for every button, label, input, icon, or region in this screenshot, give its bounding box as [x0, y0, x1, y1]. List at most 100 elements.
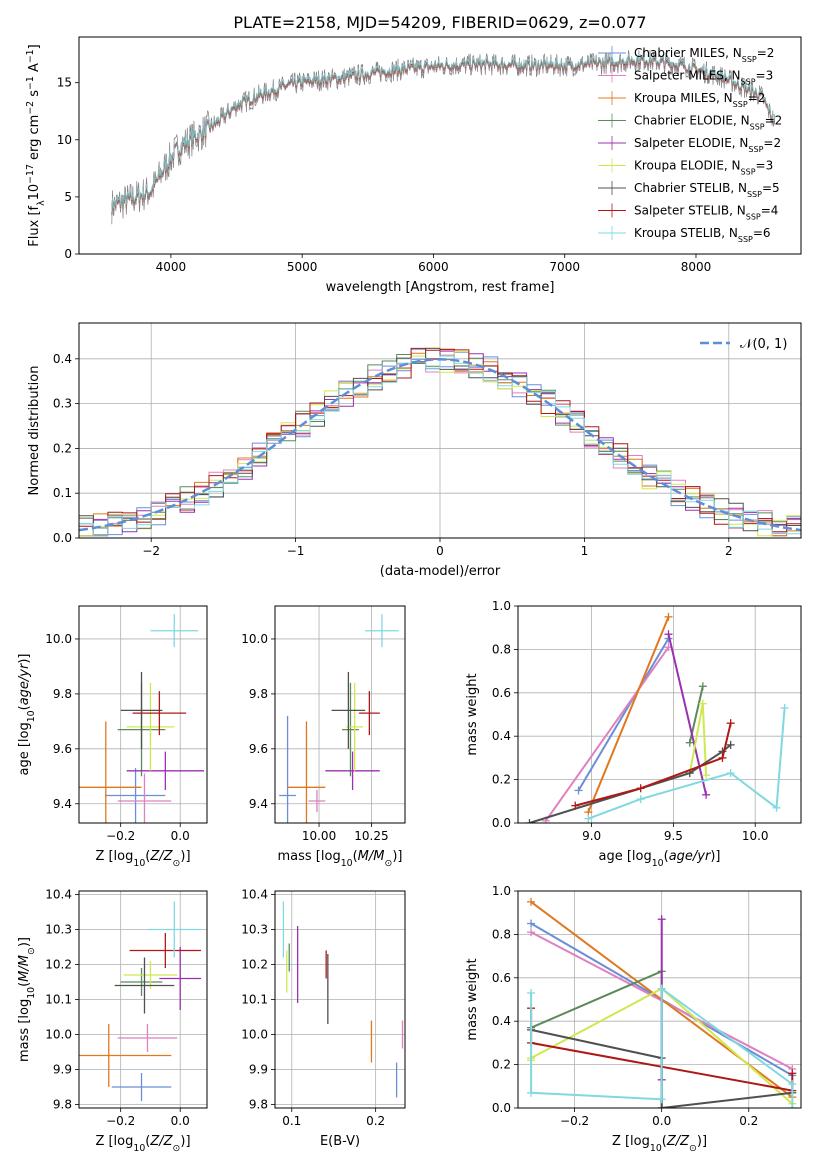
- x-axis-label: mass [log10(M/M⊙)]: [278, 849, 403, 869]
- y-tick-label: 10.0: [241, 1028, 268, 1042]
- legend-text: =3: [756, 69, 774, 83]
- y-axis-label: Normed distribution: [27, 366, 42, 496]
- x-axis-label: wavelength [Angstrom, rest frame]: [326, 280, 555, 295]
- legend-entry: Kroupa MILES, NSSP=2: [634, 91, 765, 109]
- label-part: M/M: [17, 955, 32, 982]
- label-part: Z/Z: [149, 849, 173, 864]
- x-axis-label: Z [log10(Z/Z⊙)]: [95, 849, 190, 869]
- legend-text: =5: [762, 181, 780, 195]
- y-tick-label: 10.1: [241, 993, 268, 1007]
- x-tick-label: −0.2: [560, 1114, 589, 1128]
- y-tick-label: 9.6: [53, 742, 72, 756]
- y-tick-label: 0.2: [53, 441, 72, 455]
- y-axis-label: mass weight: [465, 958, 480, 1040]
- x-axis-label: age [log10(age/yr)]: [598, 849, 720, 869]
- y-tick-label: 10.2: [45, 958, 72, 972]
- legend-text: =3: [756, 159, 774, 173]
- label-part: ⊙: [384, 858, 392, 869]
- label-part: )]: [180, 1134, 190, 1149]
- label-part: Z [log: [612, 1134, 650, 1149]
- label-part: Normed distribution: [27, 366, 42, 496]
- label-part: (: [17, 982, 32, 987]
- legend-entry: Chabrier STELIB, NSSP=5: [634, 181, 780, 199]
- x-tick-label: 9.0: [582, 829, 601, 843]
- legend-text: Salpeter STELIB, N: [634, 204, 746, 218]
- legend-entry: Chabrier MILES, NSSP=2: [634, 46, 774, 64]
- x-tick-label: 8000: [681, 260, 712, 274]
- y-tick-label: 10.1: [45, 993, 72, 1007]
- y-tick-label: 0.4: [53, 352, 72, 366]
- x-tick-label: 0.2: [739, 1114, 758, 1128]
- plot-marks: [79, 901, 202, 1101]
- y-tick-label: 10.3: [45, 923, 72, 937]
- label-part: )]: [17, 653, 32, 663]
- label-part: −1: [25, 76, 36, 90]
- label-part: )]: [180, 849, 190, 864]
- y-tick-label: 10.0: [45, 1028, 72, 1042]
- legend-entry: 𝒩(0, 1): [740, 337, 787, 352]
- gaussian-curve: [79, 358, 801, 532]
- plot-marks: [527, 897, 797, 1108]
- label-part: (: [145, 849, 150, 864]
- axes-frame: [78, 36, 802, 255]
- x-tick-label: 10.0: [742, 829, 769, 843]
- y-tick-label: 1.0: [492, 599, 511, 613]
- legend-text: Salpeter MILES, N: [634, 69, 741, 83]
- spectrum-model-line: [111, 53, 776, 213]
- y-axis-label: mass [log10(M/M⊙)]: [17, 937, 37, 1062]
- weight-line: [544, 646, 670, 822]
- x-tick-label: 2: [725, 544, 733, 558]
- axes-weight_vs_age: 9.0 9.5 10.0 0.0 0.2 0.4 0.6 0.8 1.0 age [log10(a…: [465, 599, 802, 869]
- legend-text: Kroupa ELODIE, N: [634, 159, 741, 173]
- y-tick-label: 9.9: [53, 1063, 72, 1077]
- legend-text: SSP: [750, 122, 765, 131]
- weight-line: [587, 616, 670, 813]
- y-tick-label: 0: [64, 247, 72, 261]
- label-part: (: [17, 705, 32, 710]
- label-part: (: [353, 849, 358, 864]
- label-part: ⊙: [26, 947, 37, 955]
- label-part: (: [662, 1134, 667, 1149]
- label-part: Z/Z: [666, 1134, 690, 1149]
- x-tick-label: 5000: [287, 260, 318, 274]
- x-tick-label: 0.0: [171, 1114, 190, 1128]
- axes-frame: [274, 605, 406, 824]
- legend-text: Salpeter ELODIE, N: [634, 136, 748, 150]
- y-tick-label: 1.0: [492, 884, 511, 898]
- x-axis-label: Z [log10(Z/Z⊙)]: [95, 1134, 190, 1154]
- label-part: )]: [392, 849, 402, 864]
- label-part: age/yr: [17, 662, 32, 705]
- legend-entry: Salpeter MILES, NSSP=3: [634, 69, 773, 87]
- label-part: )]: [17, 937, 32, 947]
- label-part: 10: [26, 987, 37, 999]
- y-tick-label: 0.6: [492, 686, 511, 700]
- label-part: ]: [27, 44, 42, 49]
- legend-entry: Chabrier ELODIE, NSSP=2: [634, 114, 782, 132]
- label-part: ⊙: [173, 858, 181, 869]
- y-tick-label: 0.1: [53, 486, 72, 500]
- legend-text: Chabrier ELODIE, N: [634, 114, 750, 128]
- x-tick-label: 0.2: [366, 1114, 385, 1128]
- figure-title: PLATE=2158, MJD=54209, FIBERID=0629, z=0…: [233, 13, 646, 32]
- legend-text: SSP: [742, 55, 757, 64]
- label-part: Z [log: [95, 849, 133, 864]
- label-part: mass weight: [465, 673, 480, 755]
- x-axis-label: (data-model)/error: [380, 564, 501, 579]
- y-tick-label: 0.2: [492, 773, 511, 787]
- plot-marks: [79, 347, 801, 537]
- axes-frame: [517, 605, 802, 824]
- y-tick-label: 0.8: [492, 927, 511, 941]
- legend-text: SSP: [747, 190, 762, 199]
- y-tick-label: 5: [64, 190, 72, 204]
- label-part: (data-model)/error: [380, 564, 501, 579]
- label-part: Flux [f: [27, 205, 42, 246]
- x-tick-label: 7000: [549, 260, 580, 274]
- axes-age_vs_Z: −0.2 0.09.49.69.810.0Z [log10(Z/Z⊙)]age […: [17, 605, 208, 869]
- y-tick-label: 10.4: [45, 888, 72, 902]
- y-tick-label: 0.6: [492, 971, 511, 985]
- axes-age_vs_mass: 10.00 10.25 9.4 9.6 9.8 10.0 mass [log10(M/M⊙)…: [241, 605, 406, 869]
- label-part: Z [log: [95, 1134, 133, 1149]
- plot-marks: [111, 49, 776, 225]
